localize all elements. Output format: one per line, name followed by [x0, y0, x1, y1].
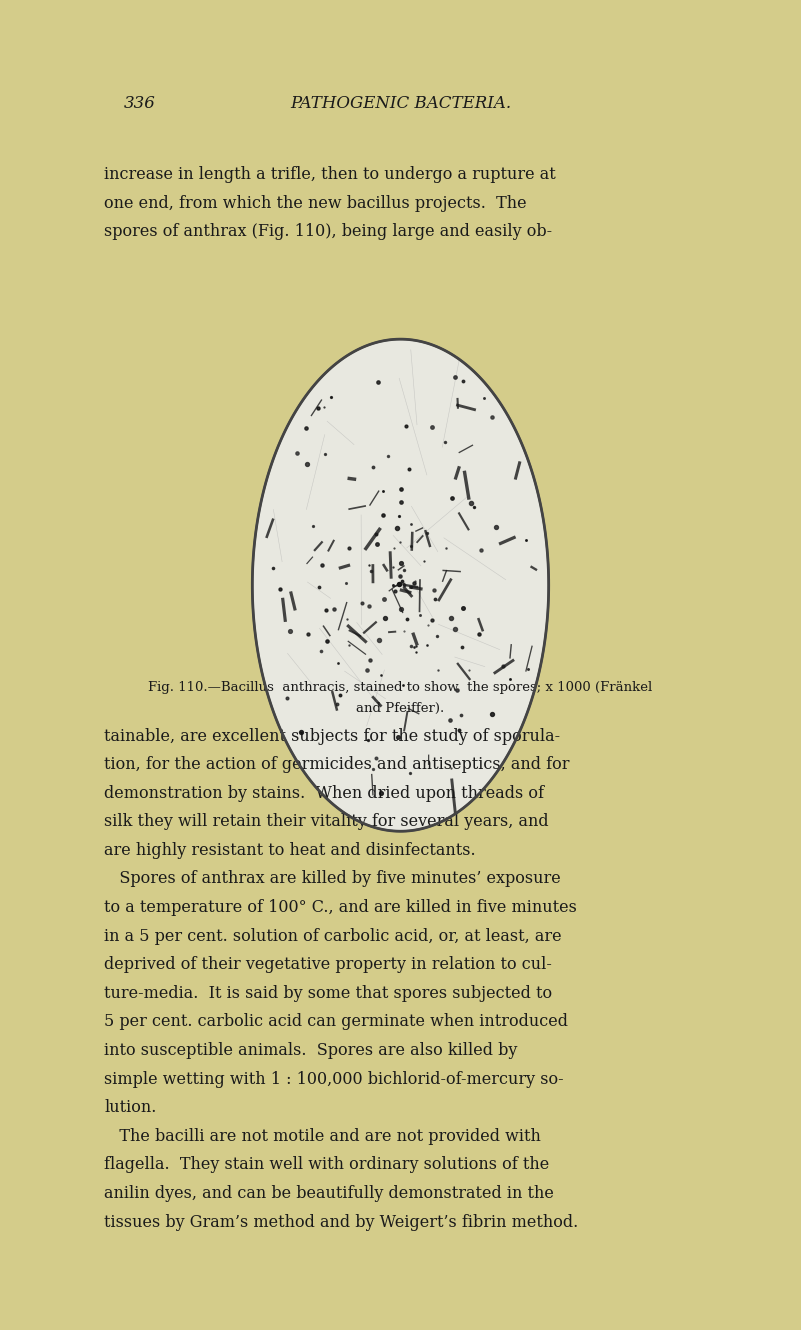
Text: are highly resistant to heat and disinfectants.: are highly resistant to heat and disinfe…	[104, 842, 476, 859]
Text: spores of anthrax (Fig. 110), being large and easily ob-: spores of anthrax (Fig. 110), being larg…	[104, 223, 552, 241]
Text: one end, from which the new bacillus projects.  The: one end, from which the new bacillus pro…	[104, 196, 527, 211]
Text: deprived of their vegetative property in relation to cul-: deprived of their vegetative property in…	[104, 956, 552, 974]
Text: flagella.  They stain well with ordinary solutions of the: flagella. They stain well with ordinary …	[104, 1156, 549, 1173]
Text: 5 per cent. carbolic acid can germinate when introduced: 5 per cent. carbolic acid can germinate …	[104, 1013, 568, 1031]
Text: into susceptible animals.  Spores are also killed by: into susceptible animals. Spores are als…	[104, 1043, 517, 1059]
Polygon shape	[252, 339, 549, 831]
Text: silk they will retain their vitality for several years, and: silk they will retain their vitality for…	[104, 814, 549, 830]
Text: tissues by Gram’s method and by Weigert’s fibrin method.: tissues by Gram’s method and by Weigert’…	[104, 1213, 578, 1230]
Text: The bacilli are not motile and are not provided with: The bacilli are not motile and are not p…	[104, 1128, 541, 1145]
Text: anilin dyes, and can be beautifully demonstrated in the: anilin dyes, and can be beautifully demo…	[104, 1185, 554, 1202]
Text: demonstration by stains.  When dried upon threads of: demonstration by stains. When dried upon…	[104, 785, 544, 802]
Text: Fig. 110.—Bacillus  anthracis, stained to show  the spores; x 1000 (Fränkel: Fig. 110.—Bacillus anthracis, stained to…	[148, 681, 653, 694]
Text: PATHOGENIC BACTERIA.: PATHOGENIC BACTERIA.	[290, 94, 511, 112]
Text: lution.: lution.	[104, 1099, 156, 1116]
Text: Spores of anthrax are killed by five minutes’ exposure: Spores of anthrax are killed by five min…	[104, 870, 561, 887]
Text: tainable, are excellent subjects for the study of sporula-: tainable, are excellent subjects for the…	[104, 728, 560, 745]
Text: simple wetting with 1 : 100,000 bichlorid-of-mercury so-: simple wetting with 1 : 100,000 bichlori…	[104, 1071, 564, 1088]
Text: tion, for the action of germicides and antiseptics, and for: tion, for the action of germicides and a…	[104, 755, 570, 773]
Text: ture-media.  It is said by some that spores subjected to: ture-media. It is said by some that spor…	[104, 984, 552, 1001]
Text: and Pfeiffer).: and Pfeiffer).	[356, 702, 445, 716]
Text: increase in length a trifle, then to undergo a rupture at: increase in length a trifle, then to und…	[104, 166, 556, 184]
Text: to a temperature of 100° C., and are killed in five minutes: to a temperature of 100° C., and are kil…	[104, 899, 577, 916]
Text: in a 5 per cent. solution of carbolic acid, or, at least, are: in a 5 per cent. solution of carbolic ac…	[104, 928, 562, 944]
Text: 336: 336	[124, 94, 156, 112]
